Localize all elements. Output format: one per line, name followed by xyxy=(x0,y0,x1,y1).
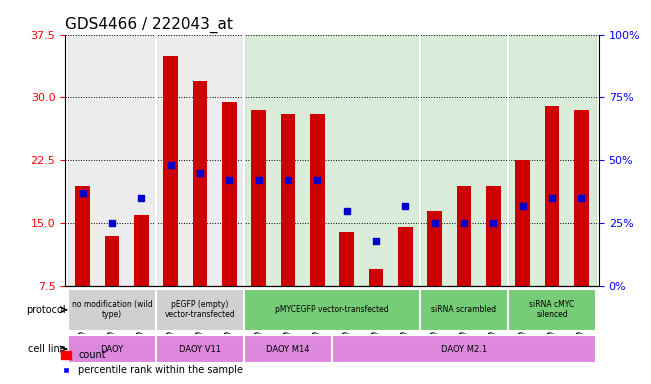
Bar xyxy=(244,35,420,286)
Point xyxy=(195,170,205,176)
Point xyxy=(165,162,176,169)
Bar xyxy=(427,211,442,286)
Point xyxy=(518,203,528,209)
Bar xyxy=(456,185,471,286)
FancyBboxPatch shape xyxy=(508,288,596,331)
Point xyxy=(312,177,322,184)
Text: DAOY M2.1: DAOY M2.1 xyxy=(441,344,487,354)
Point xyxy=(430,220,440,226)
Point xyxy=(77,190,88,196)
Bar xyxy=(516,161,530,286)
Bar xyxy=(105,236,119,286)
Text: pMYCEGFP vector-transfected: pMYCEGFP vector-transfected xyxy=(275,305,389,314)
FancyBboxPatch shape xyxy=(68,288,156,331)
Bar xyxy=(420,35,508,286)
Bar xyxy=(545,106,559,286)
Point xyxy=(459,220,469,226)
FancyBboxPatch shape xyxy=(420,288,508,331)
Point xyxy=(400,203,411,209)
Bar xyxy=(193,81,208,286)
Bar xyxy=(156,35,244,286)
Point xyxy=(107,220,117,226)
Bar xyxy=(76,185,90,286)
Text: DAOY: DAOY xyxy=(100,344,124,354)
Legend: count, percentile rank within the sample: count, percentile rank within the sample xyxy=(57,346,247,379)
Bar xyxy=(68,35,156,286)
FancyBboxPatch shape xyxy=(156,288,244,331)
Text: cell line: cell line xyxy=(28,344,66,354)
FancyBboxPatch shape xyxy=(244,288,420,331)
Text: protocol: protocol xyxy=(26,305,66,315)
Bar xyxy=(222,102,237,286)
Text: siRNA scrambled: siRNA scrambled xyxy=(432,305,497,314)
Bar xyxy=(398,227,413,286)
Bar xyxy=(574,110,589,286)
Bar xyxy=(339,232,354,286)
Bar xyxy=(163,56,178,286)
FancyBboxPatch shape xyxy=(332,335,596,363)
Bar xyxy=(486,185,501,286)
Point xyxy=(136,195,146,201)
FancyBboxPatch shape xyxy=(68,335,156,363)
FancyBboxPatch shape xyxy=(156,335,244,363)
Point xyxy=(371,238,381,244)
Point xyxy=(224,177,234,184)
Point xyxy=(283,177,293,184)
Bar xyxy=(310,114,325,286)
Text: DAOY V11: DAOY V11 xyxy=(179,344,221,354)
Point xyxy=(253,177,264,184)
Text: pEGFP (empty)
vector-transfected: pEGFP (empty) vector-transfected xyxy=(165,300,235,319)
Bar xyxy=(508,35,596,286)
Bar xyxy=(281,114,296,286)
Point xyxy=(547,195,557,201)
Bar xyxy=(251,110,266,286)
Text: no modification (wild
type): no modification (wild type) xyxy=(72,300,152,319)
Point xyxy=(488,220,499,226)
Text: DAOY M14: DAOY M14 xyxy=(266,344,310,354)
Point xyxy=(342,208,352,214)
Text: siRNA cMYC
silenced: siRNA cMYC silenced xyxy=(529,300,575,319)
Point xyxy=(576,195,587,201)
Bar xyxy=(134,215,148,286)
FancyBboxPatch shape xyxy=(244,335,332,363)
Bar xyxy=(368,270,383,286)
Text: GDS4466 / 222043_at: GDS4466 / 222043_at xyxy=(65,17,233,33)
